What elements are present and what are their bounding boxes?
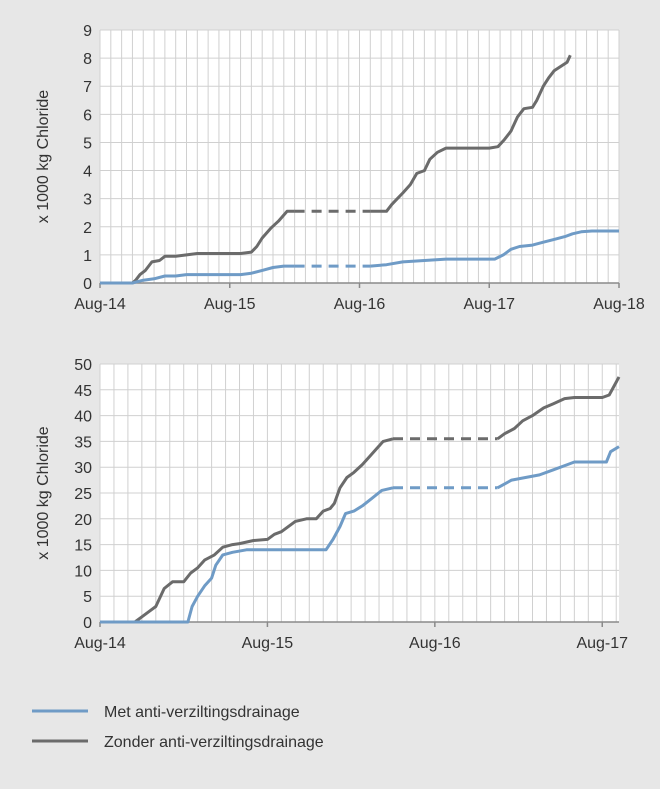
bottom-y-tick-label: 5 [83, 589, 92, 606]
bottom-x-tick-label: Aug-14 [74, 635, 126, 652]
top-y-tick-label: 1 [83, 248, 92, 265]
legend: Met anti-verziltingsdrainage Zonder anti… [32, 704, 324, 751]
bottom-y-tick-label: 40 [74, 409, 92, 426]
top-series-met-line-part1 [100, 264, 295, 285]
top-y-tick-label: 4 [83, 164, 92, 181]
top-y-tick-label: 6 [83, 107, 92, 124]
top-y-axis-label: x 1000 kg Chloride [35, 90, 52, 224]
bottom-y-tick-label: 25 [74, 486, 92, 503]
bottom-series-zonder-line-part1 [100, 437, 394, 624]
bottom-y-tick-label: 15 [74, 538, 92, 555]
bottom-y-tick-label: 10 [74, 563, 92, 580]
bottom-y-tick-label: 50 [74, 357, 92, 374]
bottom-series-zonder-line-part2 [496, 376, 621, 441]
top-y-tick-label: 9 [83, 23, 92, 40]
bottom-series-met-line-part1 [100, 486, 394, 624]
top-y-tick-label: 8 [83, 51, 92, 68]
top-y-tick-label: 3 [83, 192, 92, 209]
legend-label-met: Met anti-verziltingsdrainage [104, 704, 300, 721]
bottom-x-tick-label: Aug-15 [242, 635, 294, 652]
bottom-x-tick-label: Aug-17 [576, 635, 628, 652]
bottom-chart: 0 5 10 15 20 25 30 35 40 45 50 Aug-14 Aug-15 Aug-16 Au… [35, 357, 628, 652]
bottom-y-axis-label: x 1000 kg Chloride [35, 426, 52, 560]
top-series-met-line-part2 [370, 229, 619, 268]
top-y-tick-label: 5 [83, 135, 92, 152]
bottom-y-tick-label: 35 [74, 434, 92, 451]
bottom-x-tick-label: Aug-16 [409, 635, 461, 652]
bottom-y-tick-label: 20 [74, 512, 92, 529]
bottom-series-met-line-part2 [496, 445, 620, 490]
top-series-zonder-line-part2 [370, 54, 572, 213]
bottom-y-tick-label: 0 [83, 615, 92, 632]
top-y-tick-label: 7 [83, 79, 92, 96]
bottom-y-tick-label: 45 [74, 383, 92, 400]
top-y-tick-label: 2 [83, 220, 92, 237]
top-x-tick-label: Aug-14 [74, 296, 126, 313]
bottom-y-tick-label: 30 [74, 460, 92, 477]
top-x-tick-label: Aug-15 [204, 296, 256, 313]
top-x-tick-label: Aug-18 [593, 296, 645, 313]
legend-label-zonder: Zonder anti-verziltingsdrainage [104, 734, 324, 751]
top-y-tick-label: 0 [83, 276, 92, 293]
top-x-tick-label: Aug-17 [463, 296, 515, 313]
top-x-tick-label: Aug-16 [334, 296, 386, 313]
top-chart: 0 1 2 3 4 5 6 7 8 9 Aug-14 Aug-15 Aug-16 Aug-17 Aug-18… [35, 23, 645, 313]
